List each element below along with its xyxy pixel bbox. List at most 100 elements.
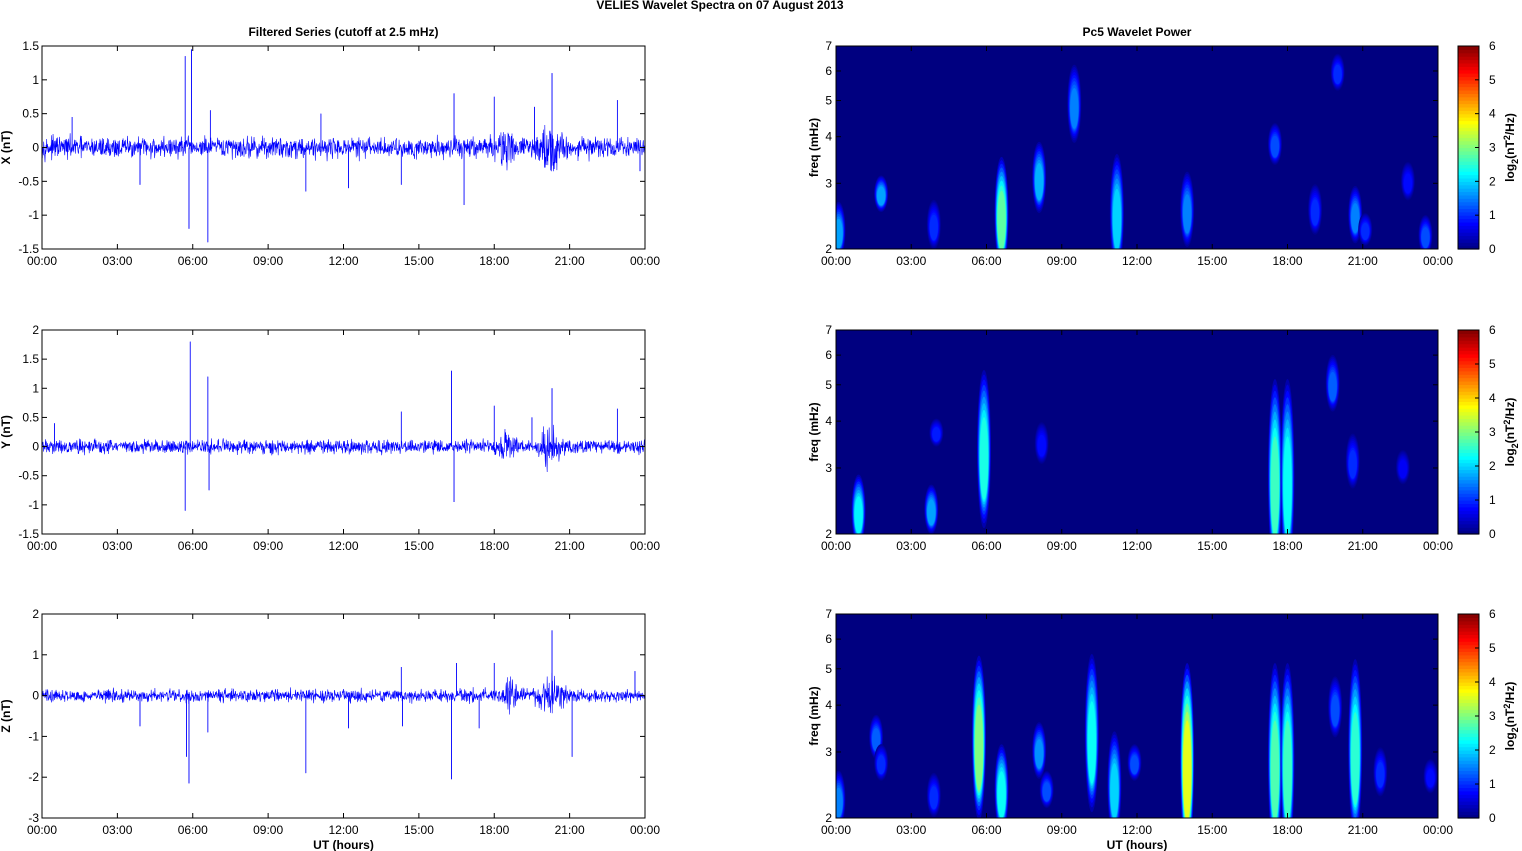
- y-tick-label: 4: [825, 414, 832, 428]
- y-tick-label: 6: [825, 64, 832, 78]
- colorbar-tick-label: 6: [1489, 607, 1496, 621]
- colorbar-segment: [1458, 506, 1479, 511]
- colorbar-segment: [1458, 343, 1479, 348]
- colorbar-segment: [1458, 695, 1479, 700]
- power-contour: [877, 755, 886, 775]
- power-contour: [1112, 188, 1122, 249]
- power-contour: [1348, 449, 1357, 479]
- colorbar-segment: [1458, 435, 1479, 440]
- power-blob: [1348, 186, 1363, 244]
- power-blob: [1127, 744, 1142, 781]
- colorbar-segment: [1458, 617, 1479, 622]
- power-contour: [1398, 460, 1408, 479]
- colorbar-tick-label: 2: [1489, 174, 1496, 188]
- power-contour: [1270, 436, 1280, 534]
- colorbar-segment: [1458, 811, 1479, 816]
- power-contour: [1270, 720, 1280, 818]
- power-blob: [926, 772, 941, 818]
- power-blob: [1358, 213, 1373, 246]
- power-blob: [1039, 771, 1054, 809]
- timeseries-panel-1: -1.5 -1 -0.5 0 0.5 1 1.5 00:00 03:00 06:00 09:00 12…: [0, 25, 660, 268]
- colorbar-segment: [1458, 726, 1479, 731]
- colorbar-segment: [1458, 69, 1479, 74]
- y-tick-label: 1: [32, 381, 39, 395]
- colorbar-segment: [1458, 83, 1479, 88]
- y-tick-label: 1.5: [22, 352, 39, 366]
- colorbar-segment: [1458, 760, 1479, 765]
- colorbar-segment: [1458, 517, 1479, 521]
- y-axis-label: Z (nT): [0, 699, 13, 732]
- x-tick-label: 06:00: [178, 539, 208, 553]
- colorbar-segment: [1458, 702, 1479, 707]
- power-blob: [1032, 722, 1047, 779]
- power-contour: [1351, 203, 1360, 234]
- colorbar-segment: [1458, 391, 1479, 396]
- colorbar-segment: [1458, 154, 1479, 159]
- colorbar-segment: [1458, 712, 1479, 717]
- power-contour: [1035, 163, 1044, 201]
- colorbar-segment: [1458, 476, 1479, 481]
- panels-group: -1.5-1-0.500.511.500:00 03:00 06:00 09:00 12…: [0, 25, 1520, 851]
- colorbar-segment: [1458, 130, 1479, 135]
- power-blob: [1109, 154, 1124, 249]
- colorbar-segment: [1458, 225, 1479, 230]
- colorbar-segment: [1458, 773, 1479, 778]
- colorbar-segment: [1458, 739, 1479, 744]
- x-tick-label: 00:00: [1423, 254, 1453, 268]
- colorbar-segment: [1458, 459, 1479, 464]
- y-tick-label: 2: [32, 607, 39, 621]
- colorbar-tick-label: 2: [1489, 743, 1496, 757]
- colorbar-tick-label: 6: [1489, 323, 1496, 337]
- power-contour: [1421, 227, 1430, 249]
- power-blob: [1330, 53, 1345, 91]
- colorbar-segment: [1458, 374, 1479, 379]
- colorbar-segment: [1458, 340, 1479, 345]
- colorbar-segment: [1458, 150, 1479, 155]
- x-tick-label: 03:00: [896, 539, 926, 553]
- colorbar-segment: [1458, 52, 1479, 57]
- power-contour: [997, 771, 1006, 818]
- colorbar-segment: [1458, 205, 1479, 209]
- colorbar-segment: [1458, 685, 1479, 690]
- colorbar-segment: [1458, 86, 1479, 91]
- colorbar-segment: [1458, 171, 1479, 176]
- colorbar-segment: [1458, 411, 1479, 416]
- colorbar-segment: [1458, 384, 1479, 389]
- power-blob: [851, 474, 866, 534]
- y-tick-label: -2: [28, 770, 39, 784]
- power-contour: [997, 190, 1006, 249]
- x-tick-label: 21:00: [555, 539, 585, 553]
- colorbar-segment: [1458, 381, 1479, 385]
- colorbar-tick-label: 1: [1489, 493, 1496, 507]
- x-tick-label: 12:00: [328, 539, 358, 553]
- x-tick-label: 03:00: [896, 823, 926, 837]
- colorbar-segment: [1458, 218, 1479, 223]
- power-blob: [1400, 161, 1415, 201]
- x-tick-label: 00:00: [27, 254, 57, 268]
- x-tick-label: 21:00: [1348, 539, 1378, 553]
- power-blob: [1418, 215, 1433, 249]
- colorbar-segment: [1458, 79, 1479, 84]
- timeseries-panel-3: -3 -2 -1 0 1 2 00:00 03:00 06:00 09:00 12:00 15:00 1…: [0, 607, 660, 851]
- colorbar-segment: [1458, 682, 1479, 686]
- wavelet-panel-3: 2 3 4 5 6 7 00:00 03:00 06:00 09:00 12:00 15:00 18:0…: [807, 607, 1520, 851]
- colorbar-segment: [1458, 177, 1479, 182]
- colorbar-segment: [1458, 486, 1479, 491]
- y-tick-label: 5: [825, 94, 832, 108]
- heatmap-background: [836, 46, 1438, 249]
- colorbar-segment: [1458, 211, 1479, 216]
- colorbar-segment: [1458, 194, 1479, 199]
- power-contour: [929, 214, 938, 241]
- colorbar-segment: [1458, 357, 1479, 362]
- colorbar-segment: [1458, 360, 1479, 365]
- x-tick-label: 12:00: [1122, 254, 1152, 268]
- colorbar-segment: [1458, 665, 1479, 669]
- power-contour: [1183, 194, 1192, 234]
- y-tick-label: 0.5: [22, 410, 39, 424]
- power-contour: [1426, 769, 1435, 788]
- colorbar-segment: [1458, 215, 1479, 220]
- colorbar-label: log2(nT2/Hz): [1502, 113, 1520, 182]
- y-tick-label: -1.5: [18, 527, 39, 541]
- colorbar-segment: [1458, 780, 1479, 785]
- colorbar-segment: [1458, 449, 1479, 453]
